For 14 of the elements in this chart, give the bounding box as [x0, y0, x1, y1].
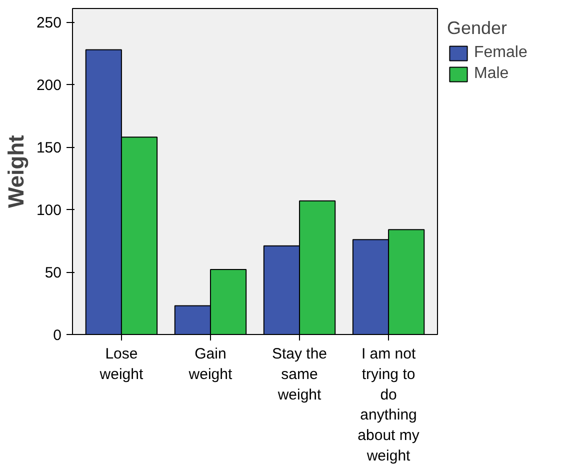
y-tick-label: 0: [53, 327, 62, 344]
x-tick-label: I am not trying to do anything about my weight: [358, 346, 420, 464]
y-tick-label: 150: [36, 140, 62, 157]
legend-label: Female: [474, 44, 528, 62]
y-tick-label: 50: [44, 264, 62, 282]
y-tick-label: 200: [36, 77, 62, 94]
y-tick-label: 100: [36, 202, 62, 220]
y-tick-label: 250: [36, 14, 62, 32]
y-axis-title: Weight: [3, 134, 28, 208]
legend-title: Gender: [447, 18, 508, 39]
x-tick-label: Lose weight: [98, 346, 144, 383]
x-tick-label: Stay the same weight: [272, 346, 328, 404]
x-tick-label: Gain weight: [188, 346, 233, 383]
legend-label: Male: [474, 65, 509, 83]
